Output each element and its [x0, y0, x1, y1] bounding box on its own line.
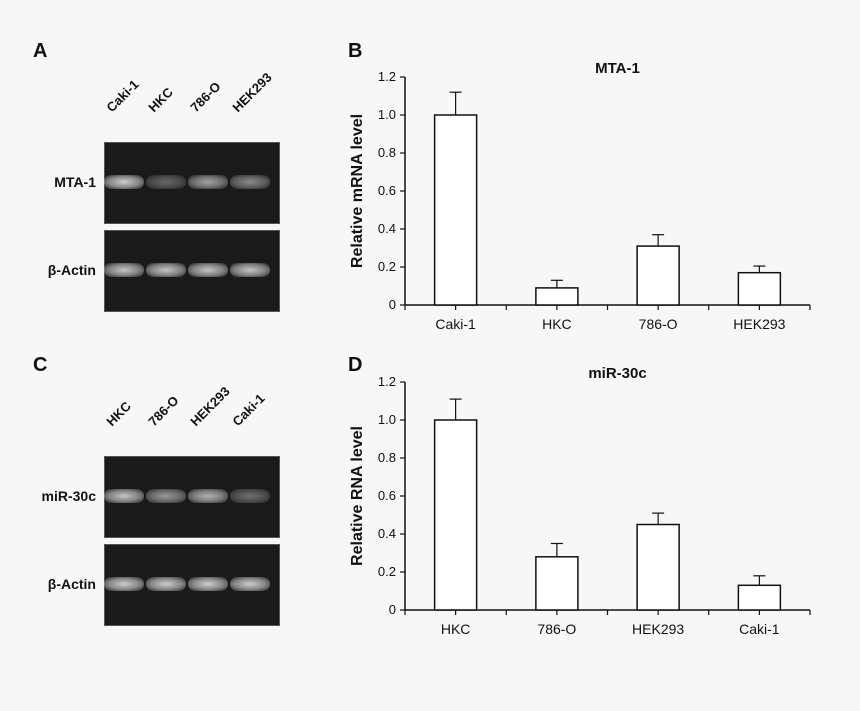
bar-chart-mir30c: miR-30c Relative RNA level 0 0.2 0.4 0.6 0.8 1.…	[349, 365, 811, 637]
x-tick-label: Caki-1	[435, 316, 476, 332]
lane-label: 786-O	[145, 392, 182, 429]
gel-band	[146, 489, 186, 503]
y-tick-label: 1.0	[378, 412, 396, 427]
y-tick-label: 0.6	[378, 183, 396, 198]
panel-letter-a: A	[33, 40, 48, 62]
gel-band	[230, 263, 270, 277]
y-tick-label: 0.4	[378, 221, 396, 236]
bar	[636, 523, 680, 611]
y-tick-label: 0.8	[378, 450, 396, 465]
x-tick-label: 786-O	[537, 621, 576, 637]
gel-band	[104, 175, 144, 189]
gel-row-label: β-Actin	[47, 262, 96, 278]
bar	[433, 419, 478, 611]
gel-band	[104, 489, 144, 503]
panel-letter-d: D	[348, 354, 363, 376]
lane-label: HKC	[103, 398, 134, 429]
bar-chart-mta1: MTA-1 Relative mRNA level 0 0.2 0.4 0.6 0.8 1.0…	[349, 60, 811, 332]
x-tick-label: 786-O	[639, 316, 678, 332]
bar	[737, 584, 782, 611]
lane-label: HKC	[145, 84, 176, 115]
y-tick-label: 0.8	[378, 145, 396, 160]
gel-band	[146, 577, 186, 591]
panel-letter-c: C	[33, 354, 48, 376]
bar	[535, 556, 579, 611]
gel-band	[188, 263, 228, 277]
gel-band	[230, 175, 270, 189]
x-tick-label: Caki-1	[739, 621, 780, 637]
y-tick-label: 1.0	[378, 107, 396, 122]
y-axis-label: Relative mRNA level	[349, 114, 366, 268]
gel-band	[146, 175, 186, 189]
chart-title: miR-30c	[588, 365, 646, 382]
x-tick-label: HEK293	[632, 621, 684, 637]
y-axis-label: Relative RNA level	[349, 426, 366, 566]
gel-band	[188, 489, 228, 503]
y-tick-label: 0	[389, 602, 396, 617]
y-tick-label: 0.4	[378, 526, 396, 541]
gel-row-label: MTA-1	[54, 174, 96, 190]
gel-row-label: miR-30c	[41, 488, 96, 504]
bar	[636, 245, 680, 306]
bar	[535, 287, 579, 306]
gel-band	[188, 577, 228, 591]
gel-band	[104, 263, 144, 277]
y-tick-label: 1.2	[378, 374, 396, 389]
gel-band	[230, 489, 270, 503]
y-tick-label: 0.6	[378, 488, 396, 503]
bar	[433, 114, 478, 306]
x-tick-label: HKC	[542, 316, 572, 332]
lane-label: HEK293	[229, 69, 275, 115]
y-tick-label: 0.2	[378, 564, 396, 579]
gel-band	[104, 577, 144, 591]
x-tick-label: HKC	[441, 621, 471, 637]
lane-label: Caki-1	[229, 390, 268, 429]
gel-band	[146, 263, 186, 277]
lane-label: Caki-1	[103, 76, 142, 115]
y-tick-label: 0.2	[378, 259, 396, 274]
y-tick-label: 1.2	[378, 69, 396, 84]
y-tick-label: 0	[389, 297, 396, 312]
chart-title: MTA-1	[595, 60, 640, 77]
gel-band	[230, 577, 270, 591]
lane-label: HEK293	[187, 383, 233, 429]
panel-letter-b: B	[348, 40, 363, 62]
gel-row-label: β-Actin	[47, 576, 96, 592]
x-tick-label: HEK293	[733, 316, 785, 332]
gel-band	[188, 175, 228, 189]
bar	[737, 271, 782, 306]
lane-label: 786-O	[187, 78, 224, 115]
